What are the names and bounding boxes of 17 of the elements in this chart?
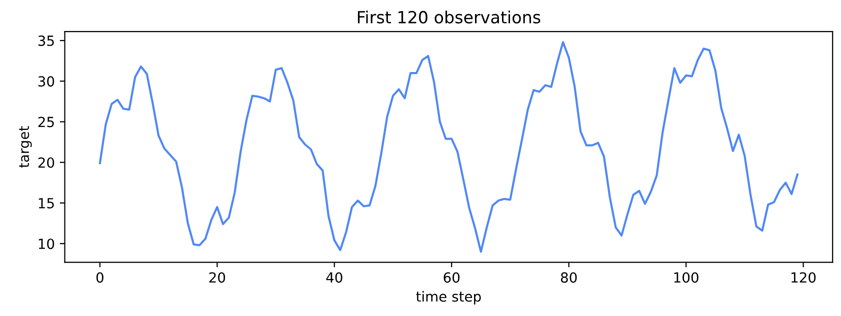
y-tick-label: 15 (38, 198, 54, 208)
y-tick-label: 10 (38, 238, 54, 250)
x-tick-label: 40 (326, 272, 342, 283)
y-axis-title: target (19, 126, 32, 168)
x-tick-label: 80 (560, 272, 577, 283)
x-tick-label: 120 (792, 272, 816, 283)
y-tick-label: 30 (38, 76, 54, 87)
x-tick-label: 0 (96, 272, 104, 283)
x-tick-label: 20 (209, 272, 226, 283)
y-tick-label: 20 (38, 157, 54, 168)
chart-title: First 120 observations (358, 10, 540, 24)
y-tick-label: 35 (38, 36, 54, 46)
line-series (98, 41, 798, 253)
x-axis-title: time step (416, 291, 481, 304)
y-tick-label: 25 (38, 116, 54, 128)
x-tick-label: 60 (444, 272, 460, 283)
x-tick-label: 100 (674, 272, 698, 283)
